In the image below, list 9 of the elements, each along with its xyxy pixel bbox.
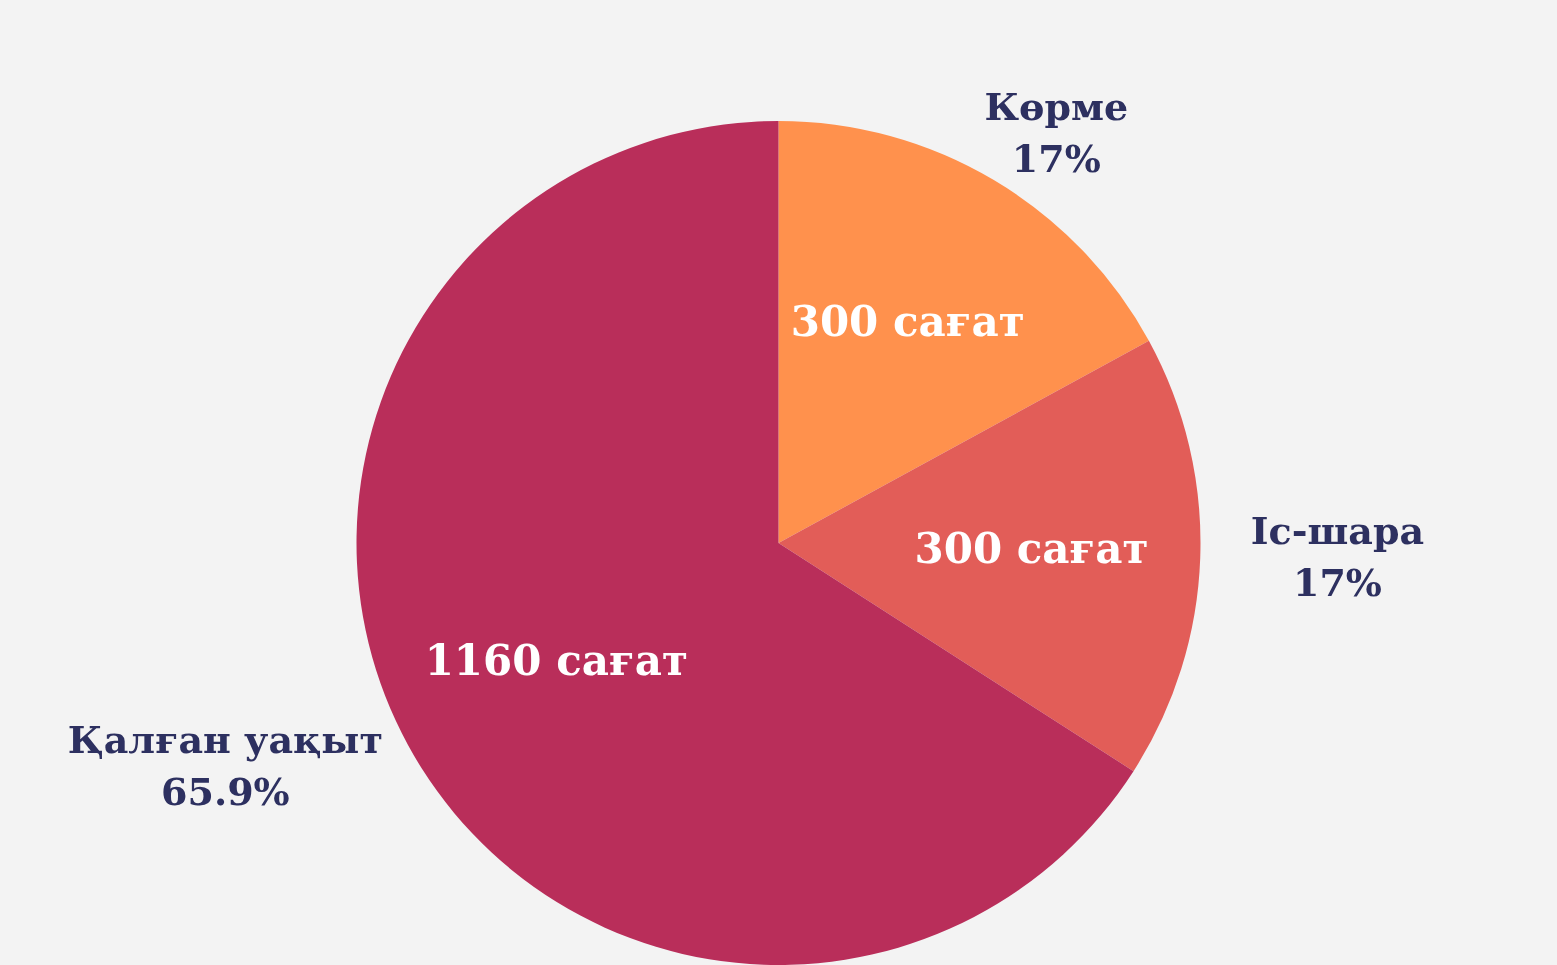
slice-label: Қалған уақыт (67, 717, 383, 763)
slice-label: Іс-шара (1250, 507, 1425, 553)
slice-label: Көрме (984, 84, 1129, 130)
data-label: 1160 сағат (424, 636, 688, 686)
data-label: 300 сағат (790, 297, 1025, 347)
data-label: 300 сағат (914, 523, 1149, 573)
text: 65.9% (161, 769, 290, 815)
text: 17% (1292, 559, 1382, 605)
text: 17% (1011, 136, 1101, 182)
